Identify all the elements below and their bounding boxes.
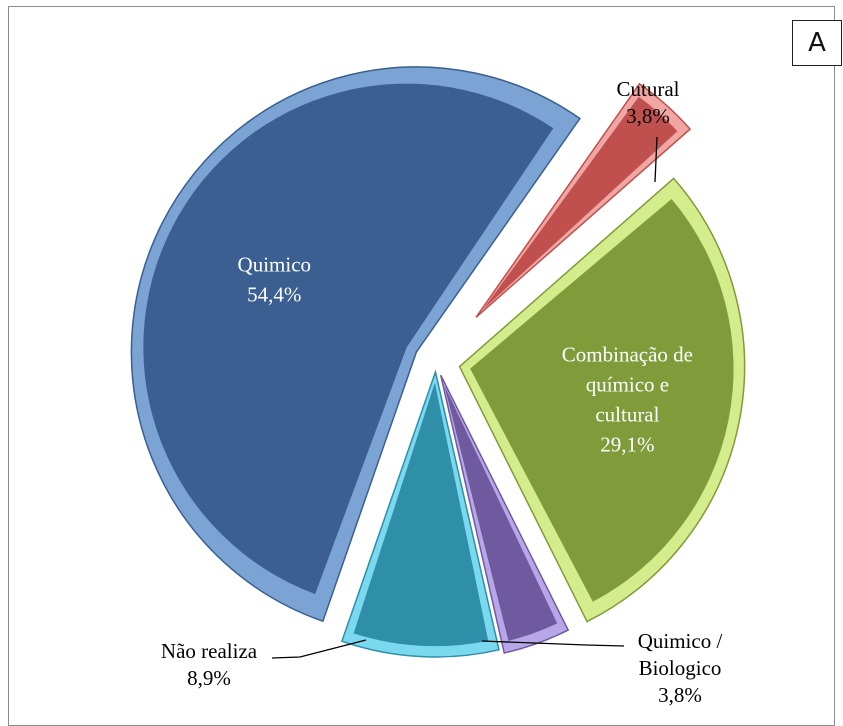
leader-line-cutural [654, 136, 658, 183]
slice-labels: Quimico 54,4% Não realiza 8,9% Quimico / Biol… [161, 77, 723, 707]
pie-slice-combinac-a-o-de-qui-mico-e-cultural [458, 177, 746, 623]
slice-label-quimico: Quimico 54,4% [238, 252, 312, 306]
slice-label-combinac-a-o-de-qui-mico-e-cultural: Combinação de químico e cultural 29,1% [562, 342, 693, 456]
pie-slice-quimico [130, 66, 581, 623]
slice-face [470, 198, 734, 602]
leader-lines [271, 136, 658, 659]
slice-face [353, 382, 489, 647]
slice-face [483, 96, 678, 310]
slice-label-quimico-biologico: Quimico / Biologico 3,8% [638, 629, 723, 707]
leader-line-na-o-realiza [271, 639, 367, 659]
pie-slices [130, 66, 746, 658]
slice-label-cutural: Cutural 3,8% [617, 77, 680, 128]
slice-face [143, 83, 554, 595]
pie-slice-cutural [475, 82, 692, 318]
leader-line-quimico-biologico [481, 640, 625, 647]
slice-label-na-o-realiza: Não realiza 8,9% [161, 639, 258, 690]
panel-letter: A [792, 20, 842, 66]
slice-face [444, 385, 558, 641]
